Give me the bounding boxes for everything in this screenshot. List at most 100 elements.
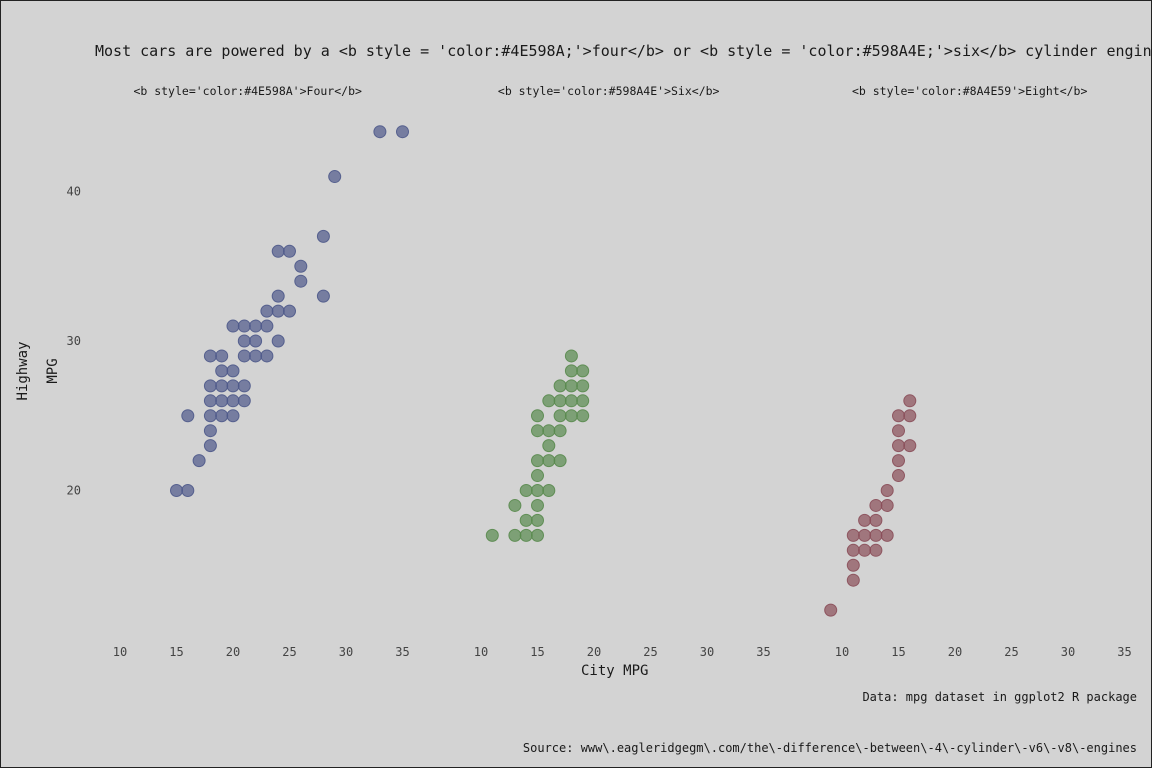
y-tick-label: 40 <box>67 185 81 199</box>
data-point <box>824 603 838 617</box>
x-tick-label: 25 <box>282 645 296 659</box>
data-point <box>294 274 308 288</box>
x-tick-label: 10 <box>113 645 127 659</box>
data-point <box>215 394 229 408</box>
data-point <box>192 454 206 468</box>
data-point <box>170 484 183 497</box>
data-point <box>203 379 217 393</box>
data-point <box>576 379 590 393</box>
data-point <box>531 424 544 438</box>
data-point <box>519 484 533 497</box>
data-point <box>373 125 387 139</box>
data-point <box>903 394 917 408</box>
x-axis-title: City MPG <box>581 663 648 679</box>
data-point <box>249 319 263 333</box>
data-point <box>215 349 229 363</box>
data-point <box>508 498 522 512</box>
data-point <box>226 364 240 378</box>
data-point <box>203 439 217 453</box>
data-point <box>869 543 883 557</box>
data-point <box>858 528 872 542</box>
data-point <box>903 409 917 423</box>
facet-strip-label: <b style='color:#8A4E59'>Eight</b> <box>852 84 1087 98</box>
data-point <box>237 349 251 363</box>
x-tick-label: 20 <box>226 645 240 659</box>
data-point <box>249 349 263 363</box>
data-point <box>237 319 251 333</box>
data-point <box>328 170 342 184</box>
data-point <box>564 364 578 378</box>
x-tick-label: 10 <box>835 645 849 659</box>
x-tick-label: 30 <box>1061 645 1075 659</box>
data-point <box>903 439 917 453</box>
data-point <box>316 289 330 303</box>
data-point <box>542 394 556 408</box>
data-point <box>553 454 567 468</box>
data-point <box>531 409 544 423</box>
data-point <box>892 469 905 483</box>
data-point <box>215 409 229 423</box>
x-tick-label: 10 <box>474 645 488 659</box>
chart-caption: Data: mpg dataset in ggplot2 R package <box>862 690 1137 704</box>
x-tick-label: 20 <box>948 645 962 659</box>
data-point <box>249 334 263 348</box>
data-point <box>531 469 544 483</box>
data-point <box>553 409 567 423</box>
data-point <box>237 379 251 393</box>
data-point <box>892 454 905 468</box>
data-point <box>576 409 590 423</box>
data-point <box>553 394 567 408</box>
data-point <box>271 244 285 258</box>
data-point <box>531 484 544 497</box>
data-point <box>226 319 240 333</box>
x-tick-label: 15 <box>169 645 183 659</box>
y-axis-title-line2: MPG <box>45 358 61 383</box>
data-point <box>846 528 860 542</box>
data-point <box>564 379 578 393</box>
data-point <box>869 498 883 512</box>
data-point <box>869 513 883 527</box>
chart-source: Source: www\.eagleridgegm\.com/the\-diff… <box>523 741 1137 755</box>
data-point <box>271 304 285 318</box>
data-point <box>531 528 544 542</box>
data-point <box>869 528 883 542</box>
data-point <box>215 379 229 393</box>
data-point <box>553 379 567 393</box>
data-point <box>203 349 217 363</box>
data-point <box>203 424 217 438</box>
data-point <box>576 394 590 408</box>
data-point <box>892 424 905 438</box>
data-point <box>260 319 274 333</box>
data-point <box>858 543 872 557</box>
x-tick-label: 30 <box>700 645 714 659</box>
facet-strip-label: <b style='color:#598A4E'>Six</b> <box>498 84 720 98</box>
x-tick-label: 20 <box>587 645 601 659</box>
data-point <box>553 424 567 438</box>
y-axis-title-line1: Highway <box>15 341 31 400</box>
x-tick-label: 35 <box>1117 645 1131 659</box>
data-point <box>542 484 556 497</box>
data-point <box>542 454 556 468</box>
x-tick-label: 30 <box>339 645 353 659</box>
data-point <box>519 513 533 527</box>
x-tick-label: 35 <box>395 645 409 659</box>
data-point <box>316 229 330 243</box>
data-point <box>237 334 251 348</box>
data-point <box>564 349 578 363</box>
data-point <box>508 528 522 542</box>
data-point <box>283 304 296 318</box>
data-point <box>485 528 499 542</box>
data-point <box>858 513 872 527</box>
facet-strip-label: <b style='color:#4E598A'>Four</b> <box>133 84 362 98</box>
data-point <box>531 454 544 468</box>
data-point <box>892 439 905 453</box>
data-point <box>564 409 578 423</box>
data-point <box>396 125 409 139</box>
data-point <box>203 409 217 423</box>
data-point <box>531 513 544 527</box>
data-point <box>203 394 217 408</box>
data-point <box>880 484 894 497</box>
chart-title: Most cars are powered by a <b style = 'c… <box>95 42 1151 60</box>
